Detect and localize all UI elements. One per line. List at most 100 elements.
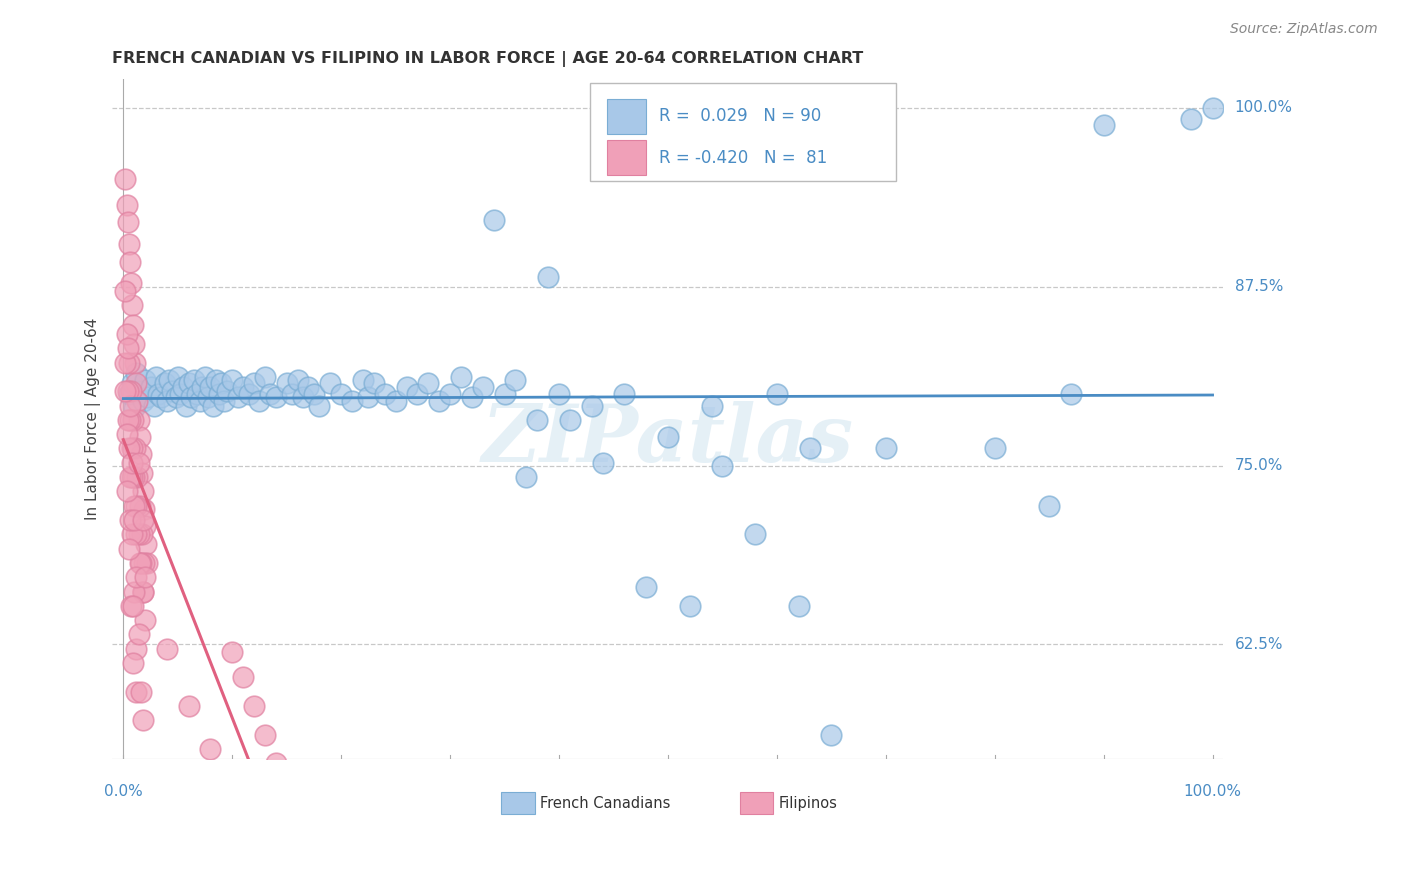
Point (128, 456, 150, 470)
Point (118, 442, 141, 456)
Point (679, 599, 702, 613)
Point (134, 518, 156, 533)
Point (132, 501, 155, 516)
Text: French Canadians: French Canadians (540, 796, 671, 811)
Point (374, 387, 396, 401)
Point (122, 513, 145, 527)
Text: R = -0.420   N =  81: R = -0.420 N = 81 (659, 149, 827, 167)
Text: FRENCH CANADIAN VS FILIPINO IN LABOR FORCE | AGE 20-64 CORRELATION CHART: FRENCH CANADIAN VS FILIPINO IN LABOR FOR… (112, 51, 863, 67)
Point (118, 541, 141, 556)
Point (117, 413, 139, 427)
Point (132, 484, 155, 499)
Point (120, 384, 142, 399)
Point (135, 537, 157, 551)
Point (142, 399, 165, 413)
Point (121, 470, 143, 484)
Point (558, 413, 581, 427)
Point (146, 387, 169, 401)
Point (201, 399, 224, 413)
Point (427, 394, 450, 409)
Point (983, 442, 1005, 456)
Point (125, 366, 148, 380)
Point (292, 390, 315, 404)
Point (121, 527, 143, 541)
Point (128, 384, 150, 399)
Point (120, 276, 142, 290)
Point (330, 387, 353, 401)
Point (302, 387, 325, 401)
Point (145, 370, 167, 384)
Point (636, 580, 658, 594)
Point (1060, 387, 1083, 401)
Point (118, 413, 141, 427)
Point (243, 376, 266, 390)
Point (253, 370, 276, 384)
Point (122, 470, 145, 484)
Point (132, 394, 155, 409)
Point (232, 670, 254, 684)
Point (357, 390, 380, 404)
Point (122, 656, 145, 670)
Point (122, 499, 145, 513)
Point (125, 684, 148, 698)
Point (128, 499, 150, 513)
Point (124, 442, 146, 456)
Point (125, 641, 148, 656)
Point (118, 470, 141, 484)
Point (156, 641, 179, 656)
Point (418, 376, 440, 390)
Point (1201, 101, 1223, 115)
Point (581, 399, 603, 413)
Point (215, 384, 238, 399)
Point (613, 387, 636, 401)
Point (127, 394, 149, 409)
Point (122, 318, 145, 333)
Point (114, 172, 136, 186)
Point (799, 442, 821, 456)
Point (169, 387, 191, 401)
Point (121, 442, 143, 456)
Point (125, 376, 148, 390)
FancyBboxPatch shape (591, 83, 896, 181)
Point (249, 394, 271, 409)
Y-axis label: In Labor Force | Age 20-64: In Labor Force | Age 20-64 (86, 318, 101, 520)
Point (190, 380, 212, 394)
Point (209, 376, 232, 390)
Point (384, 394, 406, 409)
Point (121, 456, 143, 470)
Text: R =  0.029   N = 90: R = 0.029 N = 90 (659, 107, 821, 126)
Point (136, 556, 159, 570)
Point (139, 380, 162, 394)
Point (125, 570, 148, 584)
Point (134, 373, 156, 387)
Point (548, 387, 571, 401)
Point (226, 390, 249, 404)
Point (657, 430, 679, 444)
Point (153, 376, 176, 390)
Bar (607, 99, 645, 134)
Point (515, 470, 537, 484)
Point (766, 387, 789, 401)
Point (114, 284, 136, 298)
Text: 75.0%: 75.0% (1234, 458, 1282, 473)
Point (117, 215, 139, 229)
Point (122, 401, 145, 416)
Point (117, 341, 139, 355)
Point (132, 584, 155, 599)
Point (287, 373, 309, 387)
Point (122, 584, 145, 599)
Point (125, 499, 148, 513)
Point (297, 380, 319, 394)
Point (115, 484, 138, 499)
Point (115, 198, 138, 212)
Point (711, 458, 734, 473)
Point (176, 399, 198, 413)
Point (131, 527, 153, 541)
Point (505, 373, 527, 387)
Point (124, 356, 146, 370)
Point (129, 684, 152, 698)
Point (200, 380, 222, 394)
Point (120, 599, 142, 613)
Text: 0.0%: 0.0% (104, 784, 142, 799)
Point (121, 298, 143, 312)
